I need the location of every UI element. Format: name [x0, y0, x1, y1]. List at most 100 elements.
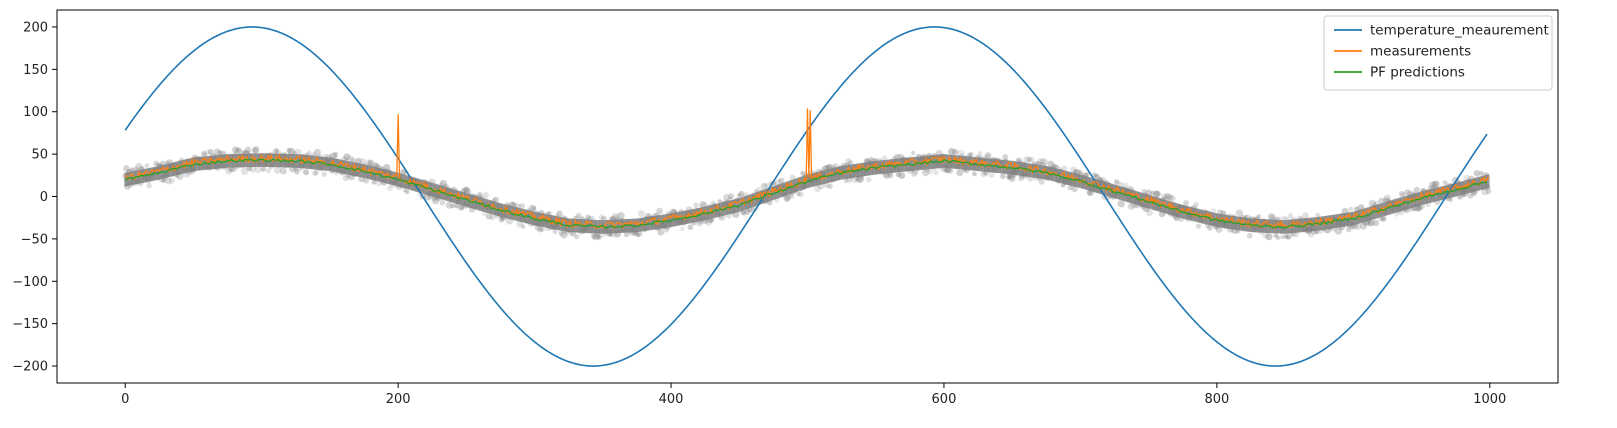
particle-point	[1036, 158, 1044, 166]
y-tick-label: 0	[40, 190, 48, 205]
particle-band-slice	[1221, 214, 1224, 228]
particle-point	[822, 164, 829, 171]
x-tick-label: 0	[121, 392, 129, 407]
particle-point	[260, 166, 266, 172]
particle-band-slice	[736, 198, 740, 213]
particle-point	[910, 150, 916, 156]
particle-point	[927, 169, 933, 175]
particle-band-slice	[1360, 209, 1363, 223]
particle-band-slice	[1292, 219, 1295, 233]
particle-band-slice	[1224, 214, 1227, 229]
particle-point	[825, 164, 831, 171]
particle-point	[1354, 223, 1361, 230]
particle-point	[1215, 225, 1223, 233]
particle-band-slice	[619, 219, 622, 233]
particle-band-slice	[798, 177, 801, 191]
particle-band-slice	[1099, 180, 1103, 195]
particle-point	[656, 207, 663, 215]
particle-band-slice	[511, 206, 514, 220]
particle-point	[234, 148, 241, 155]
particle-point	[1061, 165, 1068, 172]
particle-point	[144, 163, 150, 168]
particle-point	[498, 216, 505, 223]
particle-point	[1431, 181, 1439, 188]
particle-point	[635, 232, 641, 238]
particle-point	[814, 185, 822, 193]
particle-band-slice	[766, 188, 770, 202]
particle-point	[1393, 212, 1399, 217]
particle-point	[744, 209, 750, 216]
series-lines	[124, 26, 1489, 367]
particle-band-slice	[1344, 212, 1347, 227]
particle-point	[855, 175, 864, 183]
particle-band-slice	[911, 157, 914, 171]
particle-point	[123, 165, 130, 172]
particle-band-slice	[418, 179, 422, 193]
particle-band-slice	[1337, 214, 1340, 228]
particle-point	[591, 234, 597, 240]
particle-band-slice	[1215, 213, 1219, 228]
particle-point	[598, 214, 605, 221]
particle-point	[402, 188, 408, 193]
particle-band-slice	[884, 159, 887, 174]
particle-band-slice	[983, 158, 987, 172]
particle-point	[868, 156, 874, 163]
particle-band-slice	[1325, 215, 1328, 230]
particle-point	[1122, 182, 1129, 189]
y-axis: 200 150 100 50 0 −50 −100 −150 −200	[12, 20, 57, 375]
particle-point	[556, 210, 563, 217]
particle-point	[1235, 209, 1244, 217]
particle-band-slice	[735, 198, 738, 213]
particle-point	[265, 168, 272, 174]
particle-band-slice	[219, 154, 222, 169]
particle-point	[1026, 156, 1032, 163]
particle-band-slice	[382, 169, 385, 183]
particle-point	[623, 231, 630, 238]
particle-band-slice	[633, 218, 636, 233]
particle-point	[1432, 180, 1440, 188]
particle-band-slice	[650, 216, 654, 230]
particle-band-slice	[539, 212, 542, 227]
particle-point	[1275, 235, 1281, 240]
particle-point	[235, 147, 242, 154]
particle-band-slice	[881, 160, 884, 174]
particle-point	[1094, 174, 1101, 181]
particle-band-slice	[1308, 217, 1311, 232]
particle-point	[1047, 160, 1055, 168]
particle-band-slice	[771, 186, 774, 201]
particle-point	[800, 170, 806, 176]
particle-band-slice	[1185, 205, 1189, 220]
legend-label: PF predictions	[1370, 65, 1465, 81]
particle-point	[1163, 195, 1169, 201]
particle-point	[968, 152, 974, 158]
particle-point	[1398, 190, 1406, 198]
particle-band-slice	[569, 218, 572, 233]
particle-point	[637, 210, 645, 218]
particle-point	[1270, 214, 1277, 220]
particle-band-slice	[610, 219, 613, 234]
particle-band-slice	[1113, 184, 1116, 199]
x-tick-label: 1000	[1473, 392, 1506, 407]
particle-point	[736, 193, 742, 198]
particle-point	[168, 177, 175, 184]
particle-point	[845, 158, 852, 165]
particle-band-slice	[1472, 178, 1475, 192]
particle-band-slice	[1033, 164, 1036, 178]
particle-point	[216, 150, 223, 156]
particle-band-slice	[942, 154, 946, 168]
particle-point	[492, 196, 499, 203]
particle-point	[988, 171, 995, 178]
x-tick-label: 800	[1204, 392, 1229, 407]
particle-point	[1281, 215, 1287, 222]
particle-point	[359, 158, 367, 166]
particle-point	[1378, 197, 1385, 205]
particle-band-slice	[577, 219, 580, 233]
particle-band-slice	[721, 202, 725, 216]
particle-point	[313, 169, 319, 176]
particle-band-slice	[1335, 214, 1339, 228]
particle-point	[539, 226, 545, 232]
particle-point	[704, 218, 713, 226]
particle-point	[1268, 213, 1275, 220]
particle-point	[1273, 233, 1279, 238]
particle-band-slice	[970, 156, 973, 171]
